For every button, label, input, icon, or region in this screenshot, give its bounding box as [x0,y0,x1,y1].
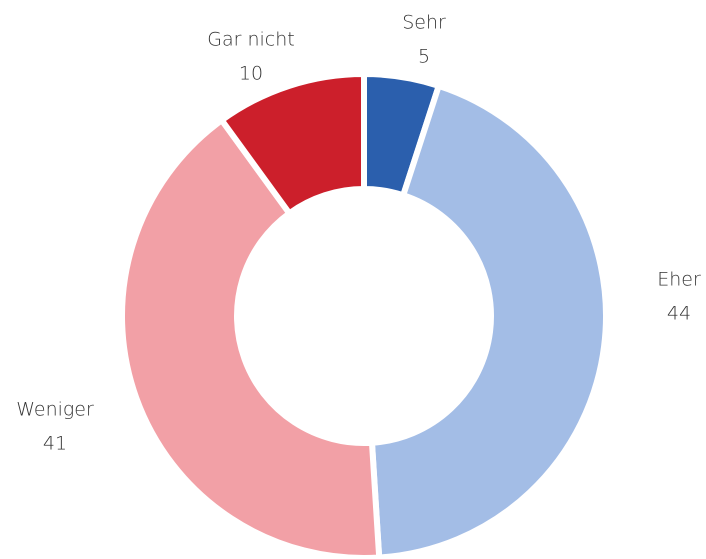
donut-segment [119,116,383,559]
value-label: 10 [239,63,263,85]
value-label: 5 [418,46,430,68]
donut-segment [368,82,609,559]
value-label: 41 [43,433,67,455]
donut-segment [217,70,367,218]
value-label: 44 [667,303,691,325]
segment-label: Eher [657,269,701,291]
segment-label: Sehr [402,12,446,34]
segment-label: Weniger [16,399,94,421]
segment-label: Gar nicht [207,29,294,51]
